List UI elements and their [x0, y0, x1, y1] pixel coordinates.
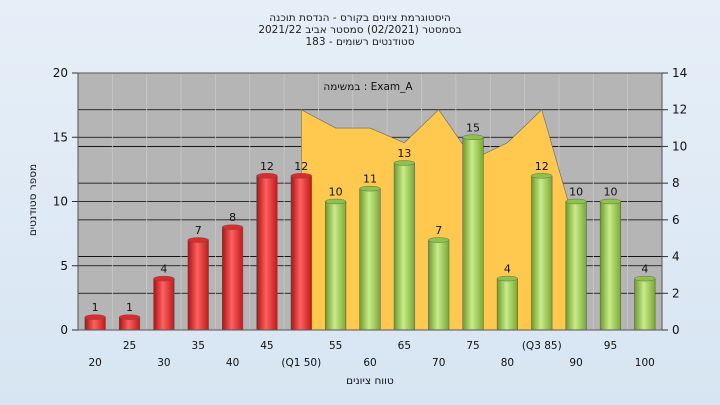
- bar: [222, 226, 244, 331]
- bar-data-label: 7: [195, 224, 202, 237]
- bar-cap: [256, 173, 278, 179]
- x-axis-title: טווח ציונים: [346, 375, 394, 387]
- y-tick-label: 0: [60, 323, 68, 337]
- bar-cap: [428, 237, 450, 243]
- bar-data-label: 13: [397, 147, 411, 160]
- x-tick-label: 80: [501, 357, 514, 369]
- bar-cap: [565, 198, 587, 205]
- bar: [393, 162, 415, 331]
- y2-tick-label: 14: [672, 66, 687, 80]
- bar-cap: [393, 160, 415, 166]
- x-tick-label: 40: [226, 357, 239, 369]
- x-tick-label: 20: [88, 357, 101, 369]
- bar: [634, 278, 656, 331]
- bar-data-label: 15: [466, 121, 480, 134]
- bar-data-label: 10: [569, 186, 583, 199]
- x-tick-label: (Q1 50): [281, 357, 321, 369]
- y2-tick-label: 4: [672, 250, 680, 264]
- bar-cap: [84, 314, 106, 320]
- x-tick-label: 45: [260, 340, 273, 352]
- bar: [496, 278, 518, 331]
- bar: [531, 175, 553, 331]
- x-tick-label: 90: [569, 357, 582, 369]
- bar-data-label: 4: [641, 263, 648, 276]
- y2-tick-label: 8: [672, 176, 680, 190]
- chart-title-line-3: סטודנטים רשומים - 183: [305, 36, 415, 48]
- bar: [565, 201, 587, 331]
- x-tick-label: 95: [604, 340, 617, 352]
- y-tick-label: 15: [53, 130, 68, 144]
- bar-cap: [599, 198, 621, 205]
- y2-tick-label: 0: [672, 323, 680, 337]
- x-tick-label: (Q3 85): [522, 340, 562, 352]
- bar: [599, 201, 622, 331]
- bar-cap: [531, 173, 553, 179]
- bar-data-label: 12: [535, 160, 549, 173]
- y-axis-title: מספר סטודנטים: [27, 164, 39, 236]
- bar: [325, 201, 347, 331]
- bar-cap: [496, 275, 518, 282]
- bar-cap: [462, 134, 484, 140]
- chart-title-line-1: היסטוגרמת ציונים בקורס - הנדסת תוכנה: [269, 12, 451, 24]
- x-tick-label: 30: [157, 357, 170, 369]
- bar-cap: [634, 275, 656, 282]
- y-tick-label: 5: [60, 259, 68, 273]
- bar-data-label: 1: [92, 301, 99, 314]
- x-tick-label: 70: [432, 357, 445, 369]
- bar-cap: [222, 224, 244, 230]
- bar-cap: [325, 198, 347, 205]
- y-tick-label: 10: [53, 195, 68, 209]
- x-tick-label: 25: [123, 340, 136, 352]
- x-tick-label: 100: [635, 357, 655, 369]
- x-tick-label: 35: [192, 340, 205, 352]
- bar-data-label: 11: [363, 173, 377, 186]
- y2-tick-label: 12: [672, 103, 687, 117]
- bar-cap: [119, 314, 141, 320]
- x-tick-label: 75: [466, 340, 479, 352]
- bar: [187, 239, 209, 331]
- x-tick-label: 60: [363, 357, 376, 369]
- bar: [290, 175, 312, 331]
- bar-cap: [290, 173, 312, 179]
- bar-data-label: 8: [229, 211, 236, 224]
- bar-data-label: 10: [329, 186, 343, 199]
- y2-tick-label: 2: [672, 286, 680, 300]
- y2-tick-label: 10: [672, 139, 687, 153]
- y2-tick-label: 6: [672, 213, 680, 227]
- bar: [256, 175, 278, 331]
- bar: [359, 188, 381, 331]
- bar-cap: [153, 275, 175, 282]
- bar-data-label: 10: [603, 186, 617, 199]
- y-tick-label: 20: [53, 66, 68, 80]
- chart-annotation: במשימה : Exam_A: [323, 81, 413, 93]
- bar-data-label: 4: [160, 263, 167, 276]
- bar-cap: [359, 185, 381, 192]
- bar-data-label: 4: [504, 263, 511, 276]
- x-tick-label: 55: [329, 340, 342, 352]
- bar-data-label: 7: [435, 224, 442, 237]
- bar-cap: [187, 237, 209, 243]
- chart-title-line-2: בסמסטר (02/2021) סמסטר אביב 2021/22: [258, 24, 462, 36]
- bar-data-label: 12: [294, 160, 308, 173]
- bar: [428, 239, 450, 331]
- bar: [153, 278, 175, 331]
- bar-data-label: 12: [260, 160, 274, 173]
- bar: [462, 137, 484, 331]
- bar-data-label: 1: [126, 301, 133, 314]
- x-tick-label: 65: [398, 340, 411, 352]
